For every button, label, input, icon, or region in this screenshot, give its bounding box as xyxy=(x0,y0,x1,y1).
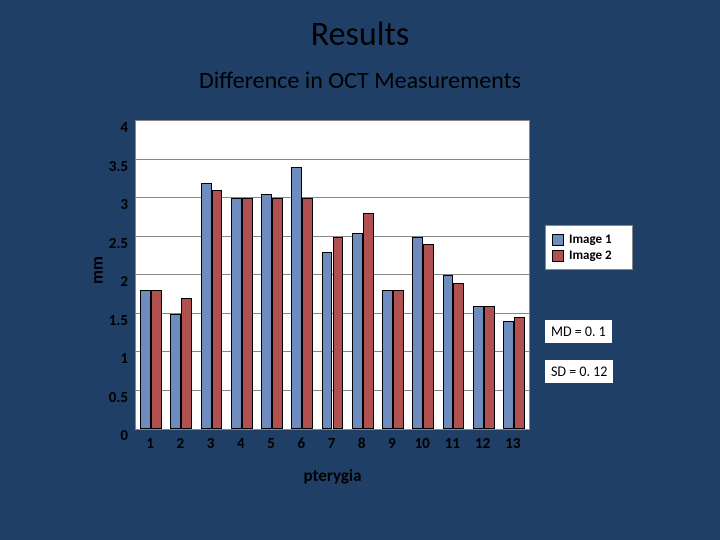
x-tick-label: 8 xyxy=(358,435,366,453)
legend-swatch xyxy=(552,250,564,262)
bar xyxy=(352,233,363,429)
bar xyxy=(302,198,313,429)
bar xyxy=(473,306,484,429)
gridline xyxy=(136,159,529,160)
bar xyxy=(272,198,283,429)
bar xyxy=(261,194,272,429)
bar xyxy=(514,317,525,429)
y-tick-label: 2.5 xyxy=(78,235,128,237)
legend-item: Image 2 xyxy=(552,248,626,263)
slide: Results Difference in OCT Measurements m… xyxy=(0,0,720,540)
bar xyxy=(212,190,223,429)
y-tick-label: 1 xyxy=(78,350,128,352)
x-tick-label: 3 xyxy=(207,435,215,453)
bar xyxy=(291,167,302,429)
legend-label: Image 2 xyxy=(569,248,612,263)
bar xyxy=(140,290,151,429)
bar xyxy=(231,198,242,429)
x-tick-label: 1 xyxy=(146,435,154,453)
y-tick-label: 3.5 xyxy=(78,158,128,160)
gridline xyxy=(136,120,529,121)
bar xyxy=(393,290,404,429)
x-tick-label: 7 xyxy=(328,435,336,453)
x-tick-label: 11 xyxy=(445,435,460,453)
bar xyxy=(242,198,253,429)
bar xyxy=(322,252,333,429)
legend-swatch xyxy=(552,234,564,246)
y-ticks: 0 0.5 1 1.5 2 2.5 3 3.5 4 xyxy=(80,120,128,430)
bar xyxy=(423,244,434,429)
bar xyxy=(363,213,374,429)
y-tick-label: 2 xyxy=(78,273,128,275)
bar xyxy=(453,283,464,429)
x-tick-label: 4 xyxy=(237,435,245,453)
bar xyxy=(484,306,495,429)
y-tick-label: 1.5 xyxy=(78,312,128,314)
y-tick-label: 0.5 xyxy=(78,389,128,391)
bar xyxy=(443,275,454,429)
bar xyxy=(170,314,181,430)
slide-subtitle: Difference in OCT Measurements xyxy=(0,66,720,95)
y-tick-label: 3 xyxy=(78,196,128,198)
x-axis-label: pterygia xyxy=(135,465,530,486)
chart-container: mm 00.511.522.533.54 12345678910111213 p… xyxy=(80,110,640,510)
annotation-md: MD = 0. 1 xyxy=(545,320,612,343)
bar xyxy=(333,237,344,430)
annotation-sd: SD = 0. 12 xyxy=(545,360,613,383)
x-tick-label: 10 xyxy=(415,435,430,453)
bar xyxy=(181,298,192,429)
gridline xyxy=(136,197,529,198)
bar xyxy=(382,290,393,429)
x-ticks: 12345678910111213 xyxy=(135,435,530,460)
bar xyxy=(503,321,514,429)
x-tick-label: 6 xyxy=(297,435,305,453)
slide-title: Results xyxy=(0,14,720,55)
x-tick-label: 12 xyxy=(475,435,490,453)
x-tick-label: 5 xyxy=(267,435,275,453)
x-tick-label: 9 xyxy=(388,435,396,453)
y-tick-label: 4 xyxy=(78,119,128,121)
bar xyxy=(151,290,162,429)
bar xyxy=(201,183,212,429)
plot-area xyxy=(135,120,530,430)
legend-label: Image 1 xyxy=(569,232,612,247)
y-tick-label: 0 xyxy=(78,427,128,429)
x-tick-label: 13 xyxy=(505,435,520,453)
legend-item: Image 1 xyxy=(552,232,626,247)
legend: Image 1Image 2 xyxy=(545,225,633,270)
bar xyxy=(412,237,423,430)
x-tick-label: 2 xyxy=(177,435,185,453)
